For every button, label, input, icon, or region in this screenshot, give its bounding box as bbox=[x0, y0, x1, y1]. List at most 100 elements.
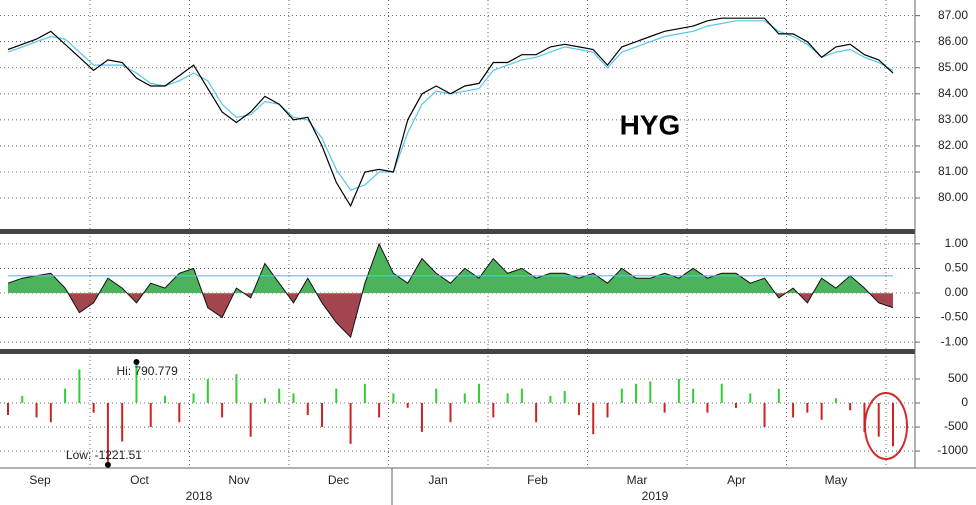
x-tick-label: Nov bbox=[228, 473, 249, 487]
positive-area bbox=[8, 243, 893, 294]
bar bbox=[620, 388, 623, 404]
bar bbox=[806, 403, 809, 413]
bar bbox=[392, 393, 395, 404]
hi-label: Hi: 790.779 bbox=[116, 364, 178, 378]
year-label: 2018 bbox=[186, 489, 213, 503]
bar bbox=[635, 383, 638, 404]
bar bbox=[849, 403, 852, 411]
bar bbox=[577, 403, 580, 416]
bar bbox=[877, 403, 880, 437]
bar bbox=[677, 378, 680, 404]
bar bbox=[263, 398, 266, 404]
y-tick-label: 1.00 bbox=[945, 236, 969, 250]
x-tick-label: Jan bbox=[428, 473, 447, 487]
bar bbox=[278, 388, 281, 404]
bar bbox=[649, 381, 652, 404]
bar bbox=[478, 383, 481, 404]
y-tick-label: -1.00 bbox=[941, 334, 969, 348]
bar bbox=[321, 403, 324, 428]
bar bbox=[249, 403, 252, 437]
y-tick-label: 86.00 bbox=[938, 34, 968, 48]
y-tick-label: 0 bbox=[961, 395, 968, 409]
bar bbox=[520, 388, 523, 404]
bar bbox=[720, 383, 723, 404]
bar bbox=[121, 403, 124, 442]
y-tick-label: 84.00 bbox=[938, 86, 968, 100]
bar bbox=[663, 403, 666, 413]
bar bbox=[863, 403, 866, 432]
bar bbox=[92, 403, 95, 413]
y-tick-label: 82.00 bbox=[938, 138, 968, 152]
bar bbox=[235, 374, 238, 404]
bar bbox=[892, 403, 894, 447]
y-tick-label: 85.00 bbox=[938, 60, 968, 74]
bar bbox=[777, 388, 780, 404]
bar bbox=[535, 403, 538, 423]
bar bbox=[820, 403, 823, 420]
y-tick-label: 83.00 bbox=[938, 112, 968, 126]
x-tick-label: Mar bbox=[627, 473, 648, 487]
price-line bbox=[7, 17, 894, 208]
bar bbox=[406, 403, 409, 408]
bar bbox=[420, 403, 423, 432]
bar bbox=[221, 403, 224, 418]
ticker-label: HYG bbox=[620, 109, 681, 140]
y-tick-label: 0.50 bbox=[945, 261, 969, 275]
y-tick-label: 87.00 bbox=[938, 8, 968, 22]
x-tick-label: Dec bbox=[328, 473, 349, 487]
bar bbox=[292, 393, 295, 404]
bar bbox=[792, 403, 795, 418]
low-label: Low: -1221.51 bbox=[66, 448, 142, 462]
bar bbox=[49, 403, 52, 423]
bar bbox=[492, 403, 495, 418]
bar bbox=[306, 403, 309, 416]
y-tick-label: 0.00 bbox=[945, 285, 969, 299]
bar bbox=[335, 388, 338, 404]
bar bbox=[206, 378, 209, 404]
low-marker bbox=[104, 461, 111, 468]
x-tick-label: Oct bbox=[130, 473, 149, 487]
x-tick-label: Feb bbox=[527, 473, 548, 487]
bar bbox=[763, 403, 766, 428]
oscillator-line bbox=[7, 242, 894, 339]
bar bbox=[435, 388, 438, 404]
x-tick-label: May bbox=[825, 473, 848, 487]
panel-divider bbox=[0, 349, 915, 354]
y-tick-label: 81.00 bbox=[938, 164, 968, 178]
x-tick-label: Sep bbox=[29, 473, 51, 487]
y-tick-label: 80.00 bbox=[938, 190, 968, 204]
y-tick-label: 500 bbox=[948, 371, 968, 385]
y-tick-label: -1000 bbox=[937, 443, 968, 457]
bar bbox=[7, 403, 9, 416]
bar bbox=[563, 391, 566, 404]
bar bbox=[64, 388, 67, 404]
bar bbox=[449, 403, 452, 423]
bar bbox=[349, 403, 352, 444]
bar bbox=[378, 403, 381, 418]
bar bbox=[706, 403, 709, 413]
bar bbox=[192, 393, 195, 404]
y-tick-label: -0.50 bbox=[941, 310, 969, 324]
bar bbox=[149, 403, 152, 428]
bar bbox=[549, 395, 552, 404]
bar bbox=[463, 393, 466, 404]
bar bbox=[106, 403, 109, 462]
price-line bbox=[7, 20, 894, 191]
bar bbox=[734, 403, 737, 408]
bar bbox=[135, 365, 138, 404]
bar bbox=[834, 398, 837, 404]
hi-marker bbox=[133, 359, 140, 366]
bar bbox=[21, 395, 24, 404]
bar bbox=[592, 403, 595, 435]
year-label: 2019 bbox=[642, 489, 669, 503]
bar bbox=[606, 403, 609, 418]
bar bbox=[363, 383, 366, 404]
bar bbox=[164, 395, 167, 404]
bar bbox=[178, 403, 181, 423]
bar bbox=[506, 393, 509, 404]
x-tick-label: Apr bbox=[727, 473, 746, 487]
bar bbox=[78, 369, 81, 404]
y-tick-label: -500 bbox=[944, 419, 968, 433]
panel-divider bbox=[0, 229, 915, 234]
